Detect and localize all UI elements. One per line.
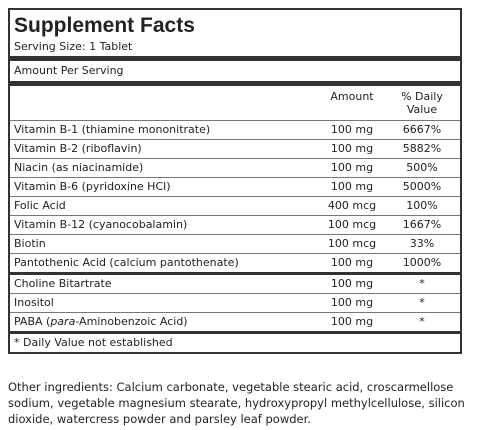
nutrient-row: Vitamin B-1 (thiamine mononitrate) 100 mg… [10, 121, 460, 140]
daily-value: 33% [409, 237, 435, 250]
daily-value: 1000% [402, 256, 442, 269]
name-part: PABA ( [14, 315, 51, 328]
other-ingredients: Other ingredients: Calcium carbonate, ve… [8, 380, 465, 426]
nutrient-name: Inositol [14, 296, 54, 309]
facts-panel: Supplement Facts Serving Size: 1 Tablet … [8, 8, 462, 354]
nutrient-name: Niacin (as niacinamide) [14, 161, 144, 174]
nutrient-row: Biotin 100 mcg 33% [10, 235, 460, 254]
nutrient-row: Niacin (as niacinamide) 100 mg 500% [10, 159, 460, 178]
divider [10, 56, 460, 61]
amount: 100 mg [330, 123, 374, 136]
nutrient-name: Vitamin B-6 (pyridoxine HCl) [14, 180, 171, 193]
daily-value: 100% [406, 199, 438, 212]
divider [10, 331, 460, 334]
nutrient-row: Inositol 100 mg * [10, 294, 460, 313]
amount: 100 mcg [327, 218, 377, 231]
nutrient-row: PABA (para-Aminobenzoic Acid) 100 mg * [10, 313, 460, 331]
amount-per-serving: Amount Per Serving [14, 64, 124, 77]
nutrient-name: Vitamin B-2 (riboflavin) [14, 142, 142, 155]
amount-header: Amount [330, 90, 374, 103]
daily-value: 5882% [402, 142, 442, 155]
nutrient-row: Pantothenic Acid (calcium pantothenate) 1… [10, 254, 460, 272]
nutrient-row: Folic Acid 400 mcg 100% [10, 197, 460, 216]
nutrient-name: Folic Acid [14, 199, 66, 212]
daily-value: 5000% [402, 180, 442, 193]
daily-value: * [419, 296, 425, 309]
nutrient-name: Choline Bitartrate [14, 277, 112, 290]
amount: 100 mg [330, 315, 374, 328]
amount: 400 mcg [327, 199, 377, 212]
amount: 100 mg [330, 277, 374, 290]
nutrient-name: PABA (para-Aminobenzoic Acid) [10, 313, 312, 331]
daily-value: 1667% [402, 218, 442, 231]
nutrient-row: Vitamin B-12 (cyanocobalamin) 100 mcg 1667… [10, 216, 460, 235]
column-header: Amount % Daily Value [10, 86, 460, 121]
name-part: para [50, 315, 76, 328]
daily-value: * [419, 277, 425, 290]
amount: 100 mg [330, 161, 374, 174]
amount: 100 mg [330, 180, 374, 193]
name-part: -Aminobenzoic Acid) [75, 315, 188, 328]
serving-size: Serving Size: 1 Tablet [14, 40, 133, 53]
nutrient-name: Vitamin B-1 (thiamine mononitrate) [14, 123, 211, 136]
nutrient-name: Pantothenic Acid (calcium pantothenate) [14, 256, 239, 269]
daily-value: * [419, 315, 425, 328]
nutrient-name: Vitamin B-12 (cyanocobalamin) [14, 218, 188, 231]
divider [10, 272, 460, 275]
amount: 100 mg [330, 256, 374, 269]
daily-value: 6667% [402, 123, 442, 136]
nutrient-row: Choline Bitartrate 100 mg * [10, 275, 460, 294]
nutrient-row: Vitamin B-6 (pyridoxine HCl) 100 mg 5000% [10, 178, 460, 197]
daily-value-header: % Daily Value [401, 90, 443, 116]
nutrient-row: Vitamin B-2 (riboflavin) 100 mg 5882% [10, 140, 460, 159]
daily-value: 500% [406, 161, 438, 174]
amount: 100 mg [330, 142, 374, 155]
footnote: * Daily Value not established [14, 336, 173, 349]
nutrient-name: Biotin [14, 237, 46, 250]
amount: 100 mcg [327, 237, 377, 250]
divider [10, 81, 460, 86]
amount: 100 mg [330, 296, 374, 309]
sections: Vitamin B-1 (thiamine mononitrate) 100 mg… [10, 121, 460, 334]
title: Supplement Facts [14, 14, 195, 37]
